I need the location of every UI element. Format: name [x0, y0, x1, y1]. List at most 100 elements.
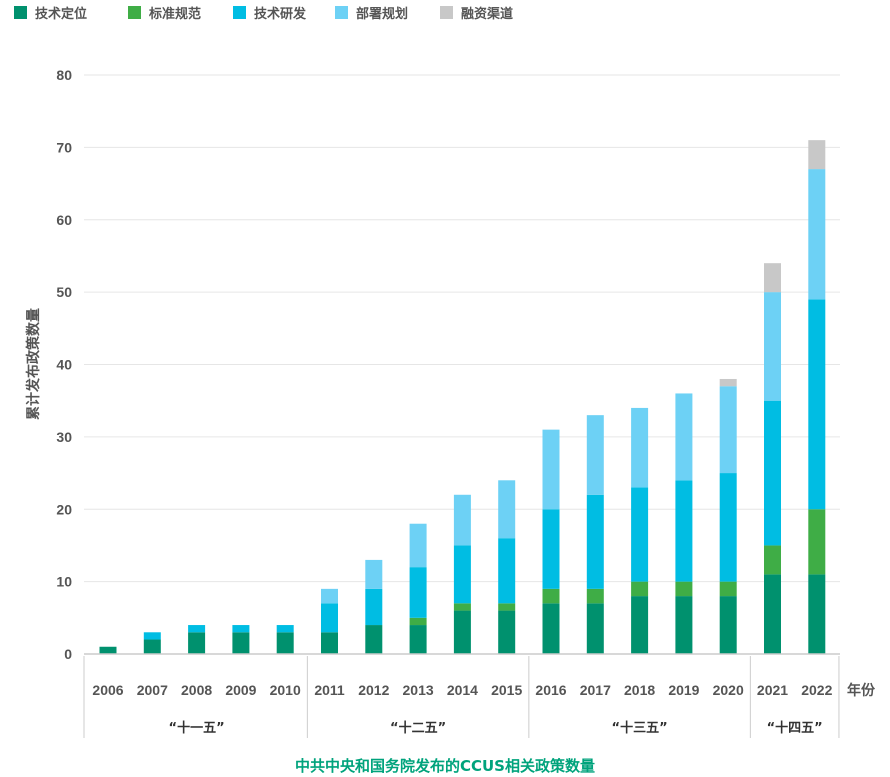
- x-tick-label: 2020: [713, 682, 744, 698]
- bars: [99, 140, 826, 654]
- group-label: “十二五”: [390, 720, 446, 736]
- legend-swatch: [128, 6, 141, 19]
- bar-segment: [764, 574, 781, 654]
- bar-segment: [808, 509, 826, 575]
- x-tick-label: 2017: [580, 682, 611, 698]
- bar-segment: [764, 292, 781, 401]
- chart-title: 中共中央和国务院发布的CCUS相关政策数量: [295, 757, 595, 775]
- y-tick-label: 80: [56, 67, 72, 83]
- group-label: “十一五”: [169, 720, 225, 736]
- x-tick-label: 2008: [181, 682, 212, 698]
- x-tick-label: 2021: [757, 682, 788, 698]
- legend-swatch: [335, 6, 348, 19]
- legend-label: 融资渠道: [461, 6, 513, 22]
- bar-segment: [586, 588, 604, 604]
- y-tick-label: 20: [56, 501, 72, 517]
- bar-segment: [719, 581, 737, 597]
- legend-swatch: [233, 6, 246, 19]
- bar-segment: [586, 603, 604, 654]
- bar-segment: [188, 625, 206, 633]
- bar-segment: [498, 610, 516, 654]
- y-tick-label: 70: [56, 139, 72, 155]
- bar-segment: [808, 140, 826, 170]
- x-tick-label: 2011: [314, 682, 345, 698]
- y-tick-label: 0: [64, 646, 72, 662]
- bar-segment: [321, 588, 338, 604]
- bar-segment: [453, 545, 471, 604]
- bar-segment: [675, 596, 693, 654]
- legend-label: 技术研发: [254, 6, 307, 22]
- bar-segment: [631, 581, 649, 597]
- y-tick-label: 10: [56, 574, 72, 590]
- bar-segment: [232, 625, 250, 633]
- bar-segment: [143, 639, 161, 654]
- x-tick-label: 2006: [92, 682, 123, 698]
- y-axis-label: 累计发布政策数量: [25, 308, 42, 420]
- x-tick-label: 2015: [491, 682, 522, 698]
- bar-segment: [631, 407, 649, 488]
- bar-segment: [321, 603, 338, 633]
- bar-segment: [719, 473, 737, 582]
- x-tick-label: 2009: [225, 682, 256, 698]
- bar-segment: [365, 559, 383, 589]
- y-tick-label: 30: [56, 429, 72, 445]
- bar-segment: [453, 610, 471, 654]
- legend-label: 标准规范: [148, 6, 201, 22]
- legend-label: 部署规划: [356, 6, 408, 22]
- bar-segment: [586, 415, 604, 495]
- bar-segment: [808, 574, 826, 654]
- x-tick-label: 2019: [668, 682, 699, 698]
- bar-segment: [453, 494, 471, 546]
- legend-swatch: [440, 6, 453, 19]
- x-tick-label: 2022: [801, 682, 832, 698]
- bar-segment: [586, 494, 604, 589]
- x-tick-label: 2016: [535, 682, 566, 698]
- bar-segment: [631, 487, 649, 582]
- x-axis-ticks: 2006 2007 2008 2009 2010 2011 2012 2013 2014 2015…: [92, 682, 832, 698]
- bar-segment: [542, 509, 560, 589]
- bar-segment: [675, 393, 693, 481]
- bar-segment: [675, 581, 693, 597]
- bar-segment: [719, 596, 737, 654]
- bar-segment: [498, 538, 516, 604]
- group-label: “十三五”: [612, 720, 668, 736]
- bar-segment: [409, 617, 427, 626]
- bar-segment: [719, 386, 737, 474]
- bar-segment: [409, 523, 427, 568]
- bar-segment: [498, 603, 516, 611]
- bar-segment: [764, 263, 781, 293]
- bar-segment: [542, 588, 560, 604]
- bar-segment: [808, 299, 826, 510]
- bar-segment: [542, 429, 560, 510]
- bar-segment: [719, 378, 737, 387]
- x-tick-label: 2013: [403, 682, 434, 698]
- y-tick-label: 50: [56, 284, 72, 300]
- bar-segment: [188, 632, 206, 654]
- bar-segment: [764, 545, 781, 575]
- y-axis-ticks: 0 10 20 30 40 50 60 70 80: [56, 67, 72, 662]
- x-tick-label: 2007: [137, 682, 168, 698]
- bar-segment: [764, 400, 781, 546]
- x-tick-label: 2012: [358, 682, 389, 698]
- bar-segment: [631, 596, 649, 654]
- bar-segment: [453, 603, 471, 611]
- bar-segment: [542, 603, 560, 654]
- bar-segment: [675, 480, 693, 582]
- bar-segment: [498, 480, 516, 539]
- bar-segment: [232, 632, 250, 654]
- bar-segment: [143, 632, 161, 640]
- x-tick-label: 2014: [447, 682, 478, 698]
- bar-segment: [409, 567, 427, 618]
- legend-label: 技术定位: [35, 6, 87, 22]
- y-tick-label: 60: [56, 212, 72, 228]
- bar-segment: [365, 625, 383, 654]
- bar-segment: [99, 646, 117, 654]
- period-groups: “十一五” “十二五” “十三五” “十四五”: [83, 656, 840, 738]
- bar-segment: [409, 625, 427, 654]
- bar-segment: [276, 625, 294, 633]
- x-tick-label: 2010: [270, 682, 301, 698]
- bar-segment: [365, 588, 383, 626]
- y-tick-label: 40: [56, 357, 72, 373]
- legend-swatch: [14, 6, 27, 19]
